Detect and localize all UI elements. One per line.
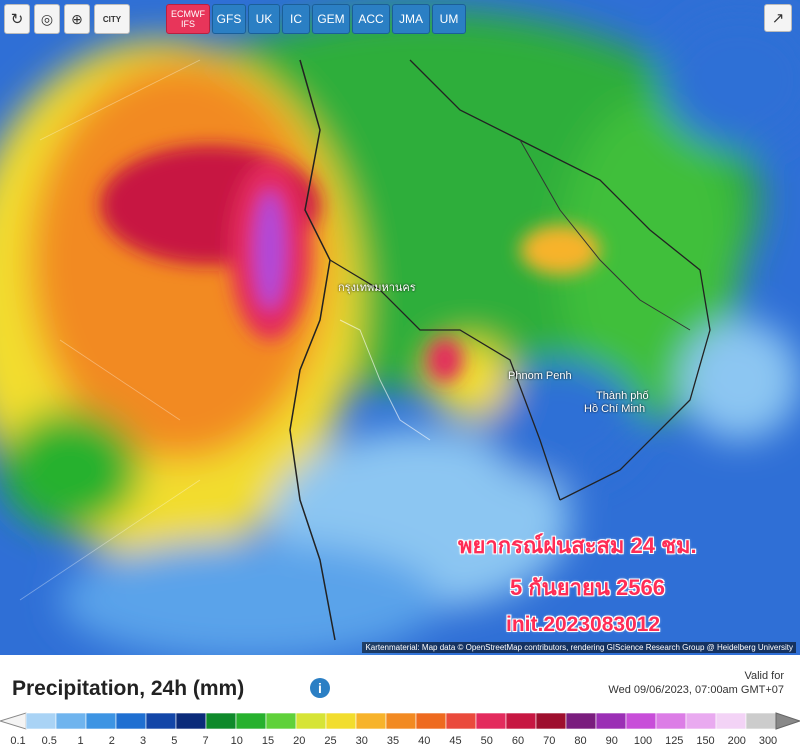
scale-tick-label: 125: [665, 735, 684, 747]
overlay-date: 5 กันยายน 2566: [510, 575, 665, 600]
valid-time: Wed 09/06/2023, 07:00am GMT+07: [608, 684, 784, 696]
scale-tick-label: 50: [480, 735, 493, 747]
scale-tick-label: 60: [511, 735, 525, 747]
scale-tick-label: 7: [202, 735, 209, 747]
scale-tick-label: 3: [139, 735, 147, 747]
model-tab-um-label: UM: [439, 12, 459, 26]
color-scale-bar: [0, 712, 800, 730]
share-icon: ↗: [771, 10, 785, 27]
color-swatch: [145, 712, 177, 730]
model-tab-gem[interactable]: GEM: [312, 4, 350, 34]
model-tab-ic-label: IC: [290, 12, 302, 26]
map-label-phnom-penh: Phnom Penh: [508, 370, 572, 382]
color-swatch: [415, 712, 447, 730]
color-swatch: [55, 712, 87, 730]
scale-tick-label: 150: [696, 735, 715, 747]
refresh-icon: ↻: [10, 11, 24, 28]
color-swatch: [175, 712, 207, 730]
scale-tick-label: 40: [418, 735, 431, 747]
scale-tick-label: 100: [633, 735, 653, 747]
overlay-title: พยากรณ์ฝนสะสม 24 ชม.: [458, 533, 697, 558]
info-icon[interactable]: i: [310, 678, 330, 698]
city-button[interactable]: CITY: [94, 4, 130, 34]
color-swatch: [85, 712, 117, 730]
color-swatch: [325, 712, 357, 730]
location-button[interactable]: ◎: [34, 4, 60, 34]
valid-label: Valid for: [744, 670, 784, 682]
scale-tick-label: 20: [293, 735, 306, 747]
location-pin-icon: ◎: [40, 10, 54, 27]
model-tab-acc[interactable]: ACC: [352, 4, 390, 34]
zoom-icon: ⊕: [71, 10, 83, 27]
share-button[interactable]: ↗: [764, 4, 792, 32]
color-swatch: [25, 712, 57, 730]
model-tab-ecmwf-line1: ECMWF: [171, 9, 205, 19]
city-button-label: CITY: [102, 14, 122, 24]
color-swatch: [265, 712, 297, 730]
color-swatch: [625, 712, 657, 730]
model-tab-gem-label: GEM: [317, 12, 345, 26]
precipitation-map-canvas: [0, 0, 800, 655]
overlay-init: init.2023083012: [506, 613, 661, 636]
model-tab-ic[interactable]: IC: [282, 4, 310, 34]
color-swatch: [595, 712, 627, 730]
scale-tick-label: 35: [386, 735, 400, 747]
scale-tick-label: 2: [108, 735, 115, 747]
scale-tick-label: 90: [605, 735, 618, 747]
model-tab-jma[interactable]: JMA: [392, 4, 430, 34]
map-attribution: Kartenmaterial: Map data © OpenStreetMap…: [362, 642, 796, 653]
model-tab-acc-label: ACC: [358, 12, 384, 26]
color-swatch: [475, 712, 507, 730]
scale-tick-label: 45: [449, 735, 462, 747]
color-swatch: [715, 712, 747, 730]
scale-tick-label: 0.5: [41, 735, 57, 747]
scale-tick-label: 10: [230, 735, 243, 747]
model-tab-uk[interactable]: UK: [248, 4, 280, 34]
model-tab-ecmwf-line2: IFS: [180, 19, 195, 29]
color-swatch: [355, 712, 387, 730]
color-swatch: [565, 712, 597, 730]
color-swatch: [505, 712, 537, 730]
scale-arrow-left: [0, 712, 27, 730]
map-label-bangkok: กรุงเทพมหานคร: [338, 282, 416, 294]
scale-tick-label: 200: [727, 735, 746, 747]
precipitation-map[interactable]: ↻ ◎ ⊕ CITY ECMWF IFS GFS UK IC GEM ACC J…: [0, 0, 800, 655]
color-swatch: [205, 712, 237, 730]
color-swatch: [685, 712, 717, 730]
scale-arrow-right: [775, 712, 800, 730]
map-label-hcm-line2: Hồ Chí Minh: [584, 403, 646, 415]
scale-tick-label: 70: [543, 735, 556, 747]
scale-tick-label: 300: [758, 735, 778, 747]
model-tab-gfs-label: GFS: [216, 12, 242, 26]
model-tab-gfs[interactable]: GFS: [212, 4, 246, 34]
scale-tick-label: 25: [324, 735, 337, 747]
scale-tick-label: 30: [355, 735, 368, 747]
legend-title: Precipitation, 24h (mm): [12, 677, 245, 700]
model-tab-jma-label: JMA: [399, 12, 423, 26]
color-swatch: [295, 712, 327, 730]
color-swatch: [115, 712, 147, 730]
scale-tick-label: 1: [77, 735, 84, 747]
model-tab-uk-label: UK: [255, 12, 273, 26]
color-swatch: [235, 712, 267, 730]
color-swatch: [445, 712, 477, 730]
refresh-button[interactable]: ↻: [4, 4, 30, 34]
model-tab-um[interactable]: UM: [432, 4, 466, 34]
model-tab-ecmwf[interactable]: ECMWF IFS: [166, 4, 210, 34]
zoom-button[interactable]: ⊕: [64, 4, 90, 34]
scale-tick-label: 5: [171, 735, 178, 747]
color-swatch: [535, 712, 567, 730]
valid-time-block: Valid for Wed 09/06/2023, 07:00am GMT+07: [608, 669, 784, 697]
legend-panel: Precipitation, 24h (mm) i Valid for Wed …: [0, 655, 800, 752]
scale-tick-label: 0.1: [10, 735, 26, 747]
color-swatch: [655, 712, 687, 730]
color-swatch: [385, 712, 417, 730]
color-scale-ticks: 0.1 0.5 1 2 3 5 7 10 15 20 25 30 35 40 45 50 60 70 80 90 100…: [0, 735, 800, 749]
map-label-hcm-line1: Thành phố: [596, 390, 649, 402]
scale-tick-label: 15: [261, 735, 275, 747]
scale-tick-label: 80: [574, 735, 587, 747]
color-swatch: [745, 712, 777, 730]
